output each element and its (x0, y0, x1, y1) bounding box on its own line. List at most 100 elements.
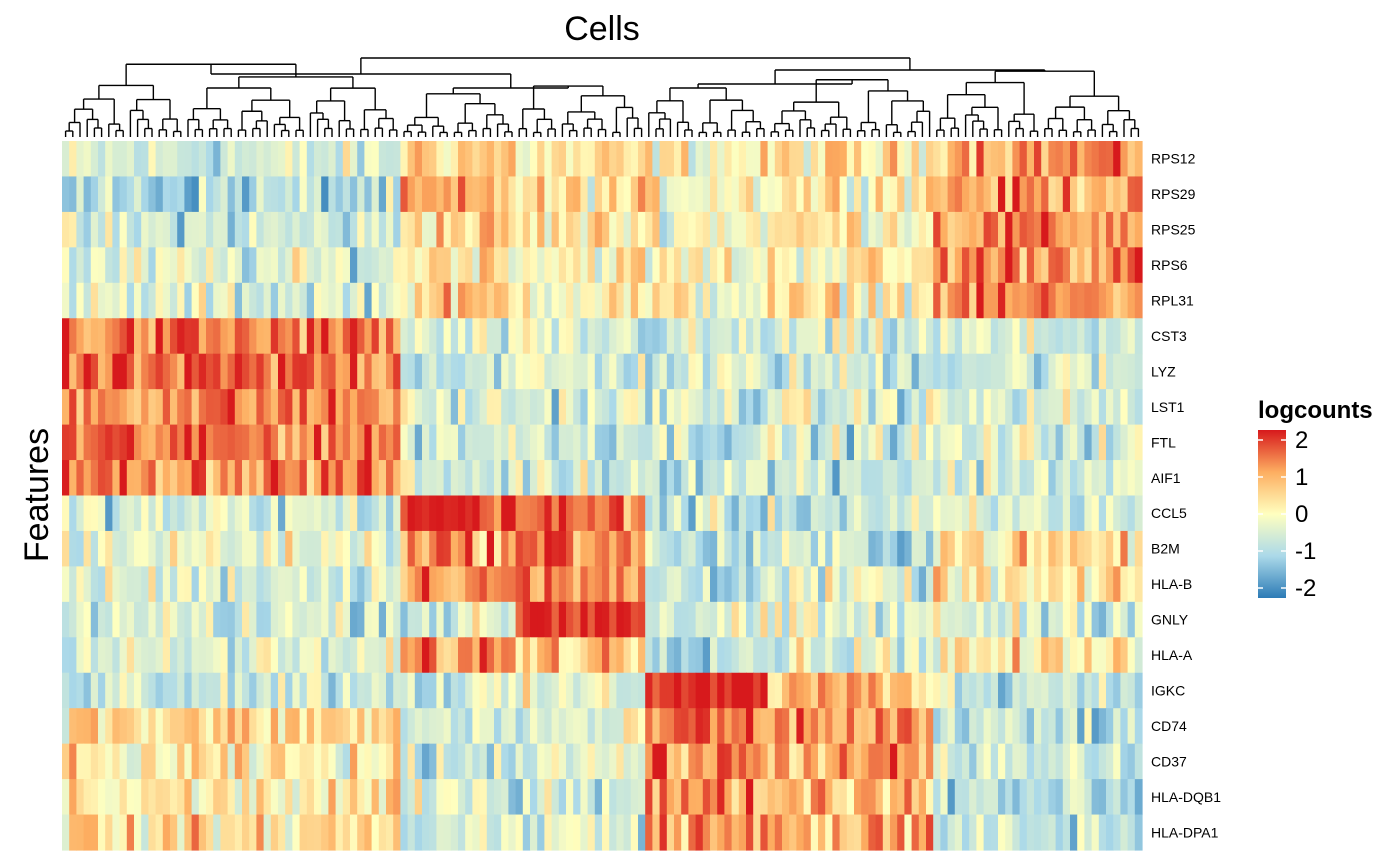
heatmap-cell (717, 495, 725, 532)
heatmap-cell (407, 211, 416, 248)
heatmap-cell (983, 601, 992, 638)
heatmap-cell (429, 814, 437, 851)
heatmap-cell (832, 389, 841, 426)
heatmap-cell (1055, 672, 1064, 709)
feature-label: HLA-DPA1 (1151, 824, 1219, 840)
heatmap-cell (371, 424, 380, 461)
heatmap-cell (234, 637, 243, 674)
heatmap-cell (112, 566, 121, 603)
heatmap-cell (299, 779, 308, 816)
heatmap-cell (594, 743, 603, 780)
heatmap-cell (1120, 708, 1129, 745)
heatmap-cell (306, 814, 315, 851)
heatmap-cell (904, 141, 913, 178)
heatmap-cell (364, 601, 373, 638)
heatmap-cell (1098, 637, 1107, 674)
heatmap-cell (983, 743, 992, 780)
heatmap-cell (789, 247, 797, 284)
heatmap-cell (112, 637, 121, 674)
heatmap-cell (191, 814, 200, 851)
heatmap-cell (285, 141, 293, 178)
heatmap-cell (501, 530, 509, 567)
heatmap-cell (818, 814, 826, 851)
heatmap-cell (414, 460, 423, 497)
heatmap-cell (422, 708, 430, 745)
heatmap-cell (674, 495, 682, 532)
heatmap-cell (342, 814, 351, 851)
heatmap-cell (558, 424, 567, 461)
heatmap-cell (299, 353, 308, 390)
heatmap-cell (126, 353, 135, 390)
heatmap-cell (1026, 566, 1035, 603)
heatmap-cell (803, 141, 812, 178)
heatmap-cell (645, 353, 653, 390)
heatmap-cell (400, 318, 409, 355)
heatmap-cell (393, 460, 401, 497)
heatmap-cell (738, 353, 747, 390)
heatmap-cell (134, 282, 142, 319)
heatmap-cell (623, 566, 632, 603)
heatmap-cell (897, 743, 905, 780)
heatmap-cell (407, 424, 416, 461)
heatmap-cell (645, 424, 653, 461)
heatmap-cell (242, 282, 250, 319)
heatmap-cell (926, 247, 934, 284)
heatmap-cell (256, 282, 265, 319)
heatmap-cell (1098, 814, 1107, 851)
heatmap-cell (544, 530, 553, 567)
heatmap-cell (263, 601, 272, 638)
heatmap-cell (983, 814, 992, 851)
heatmap-cell (386, 460, 394, 497)
heatmap-cell (940, 460, 949, 497)
heatmap-cell (580, 211, 589, 248)
heatmap-cell (155, 176, 164, 213)
heatmap-cell (882, 530, 891, 567)
heatmap-cell (256, 601, 265, 638)
heatmap-cell (688, 424, 697, 461)
heatmap-cell (1134, 318, 1143, 355)
heatmap-cell (1134, 530, 1143, 567)
heatmap-cell (162, 353, 171, 390)
heatmap-cell (249, 708, 257, 745)
heatmap-cell (738, 318, 747, 355)
heatmap-cell (234, 247, 243, 284)
heatmap-cell (659, 282, 668, 319)
heatmap-cell (969, 743, 977, 780)
heatmap-cell (335, 495, 344, 532)
heatmap-cell (508, 211, 517, 248)
heatmap-cell (191, 460, 200, 497)
heatmap-cell (990, 530, 999, 567)
heatmap-cell (220, 637, 229, 674)
heatmap-cell (688, 211, 697, 248)
heatmap-cell (1034, 566, 1042, 603)
heatmap-cell (738, 247, 747, 284)
heatmap-cell (861, 495, 869, 532)
heatmap-cell (285, 211, 293, 248)
heatmap-cell (962, 601, 970, 638)
heatmap-cell (573, 530, 581, 567)
heatmap-cell (954, 779, 963, 816)
heatmap-cell (191, 424, 200, 461)
heatmap-cell (594, 318, 603, 355)
heatmap-cell (371, 530, 380, 567)
heatmap-cell (594, 530, 603, 567)
heatmap-cell (904, 353, 913, 390)
heatmap-cell (609, 566, 617, 603)
heatmap-cell (1048, 318, 1057, 355)
heatmap-cell (263, 282, 272, 319)
heatmap-cell (364, 495, 373, 532)
heatmap-cell (1019, 282, 1028, 319)
heatmap-cell (206, 708, 214, 745)
heatmap-cell (803, 743, 812, 780)
heatmap-cell (818, 495, 826, 532)
heatmap-cell (1134, 247, 1143, 284)
heatmap-cell (177, 779, 185, 816)
heatmap-cell (609, 389, 617, 426)
heatmap-cell (292, 495, 301, 532)
heatmap-cell (234, 672, 243, 709)
heatmap-cell (501, 318, 509, 355)
heatmap-cell (796, 211, 805, 248)
heatmap-cell (688, 282, 697, 319)
heatmap-cell (976, 708, 985, 745)
heatmap-cell (1106, 708, 1114, 745)
